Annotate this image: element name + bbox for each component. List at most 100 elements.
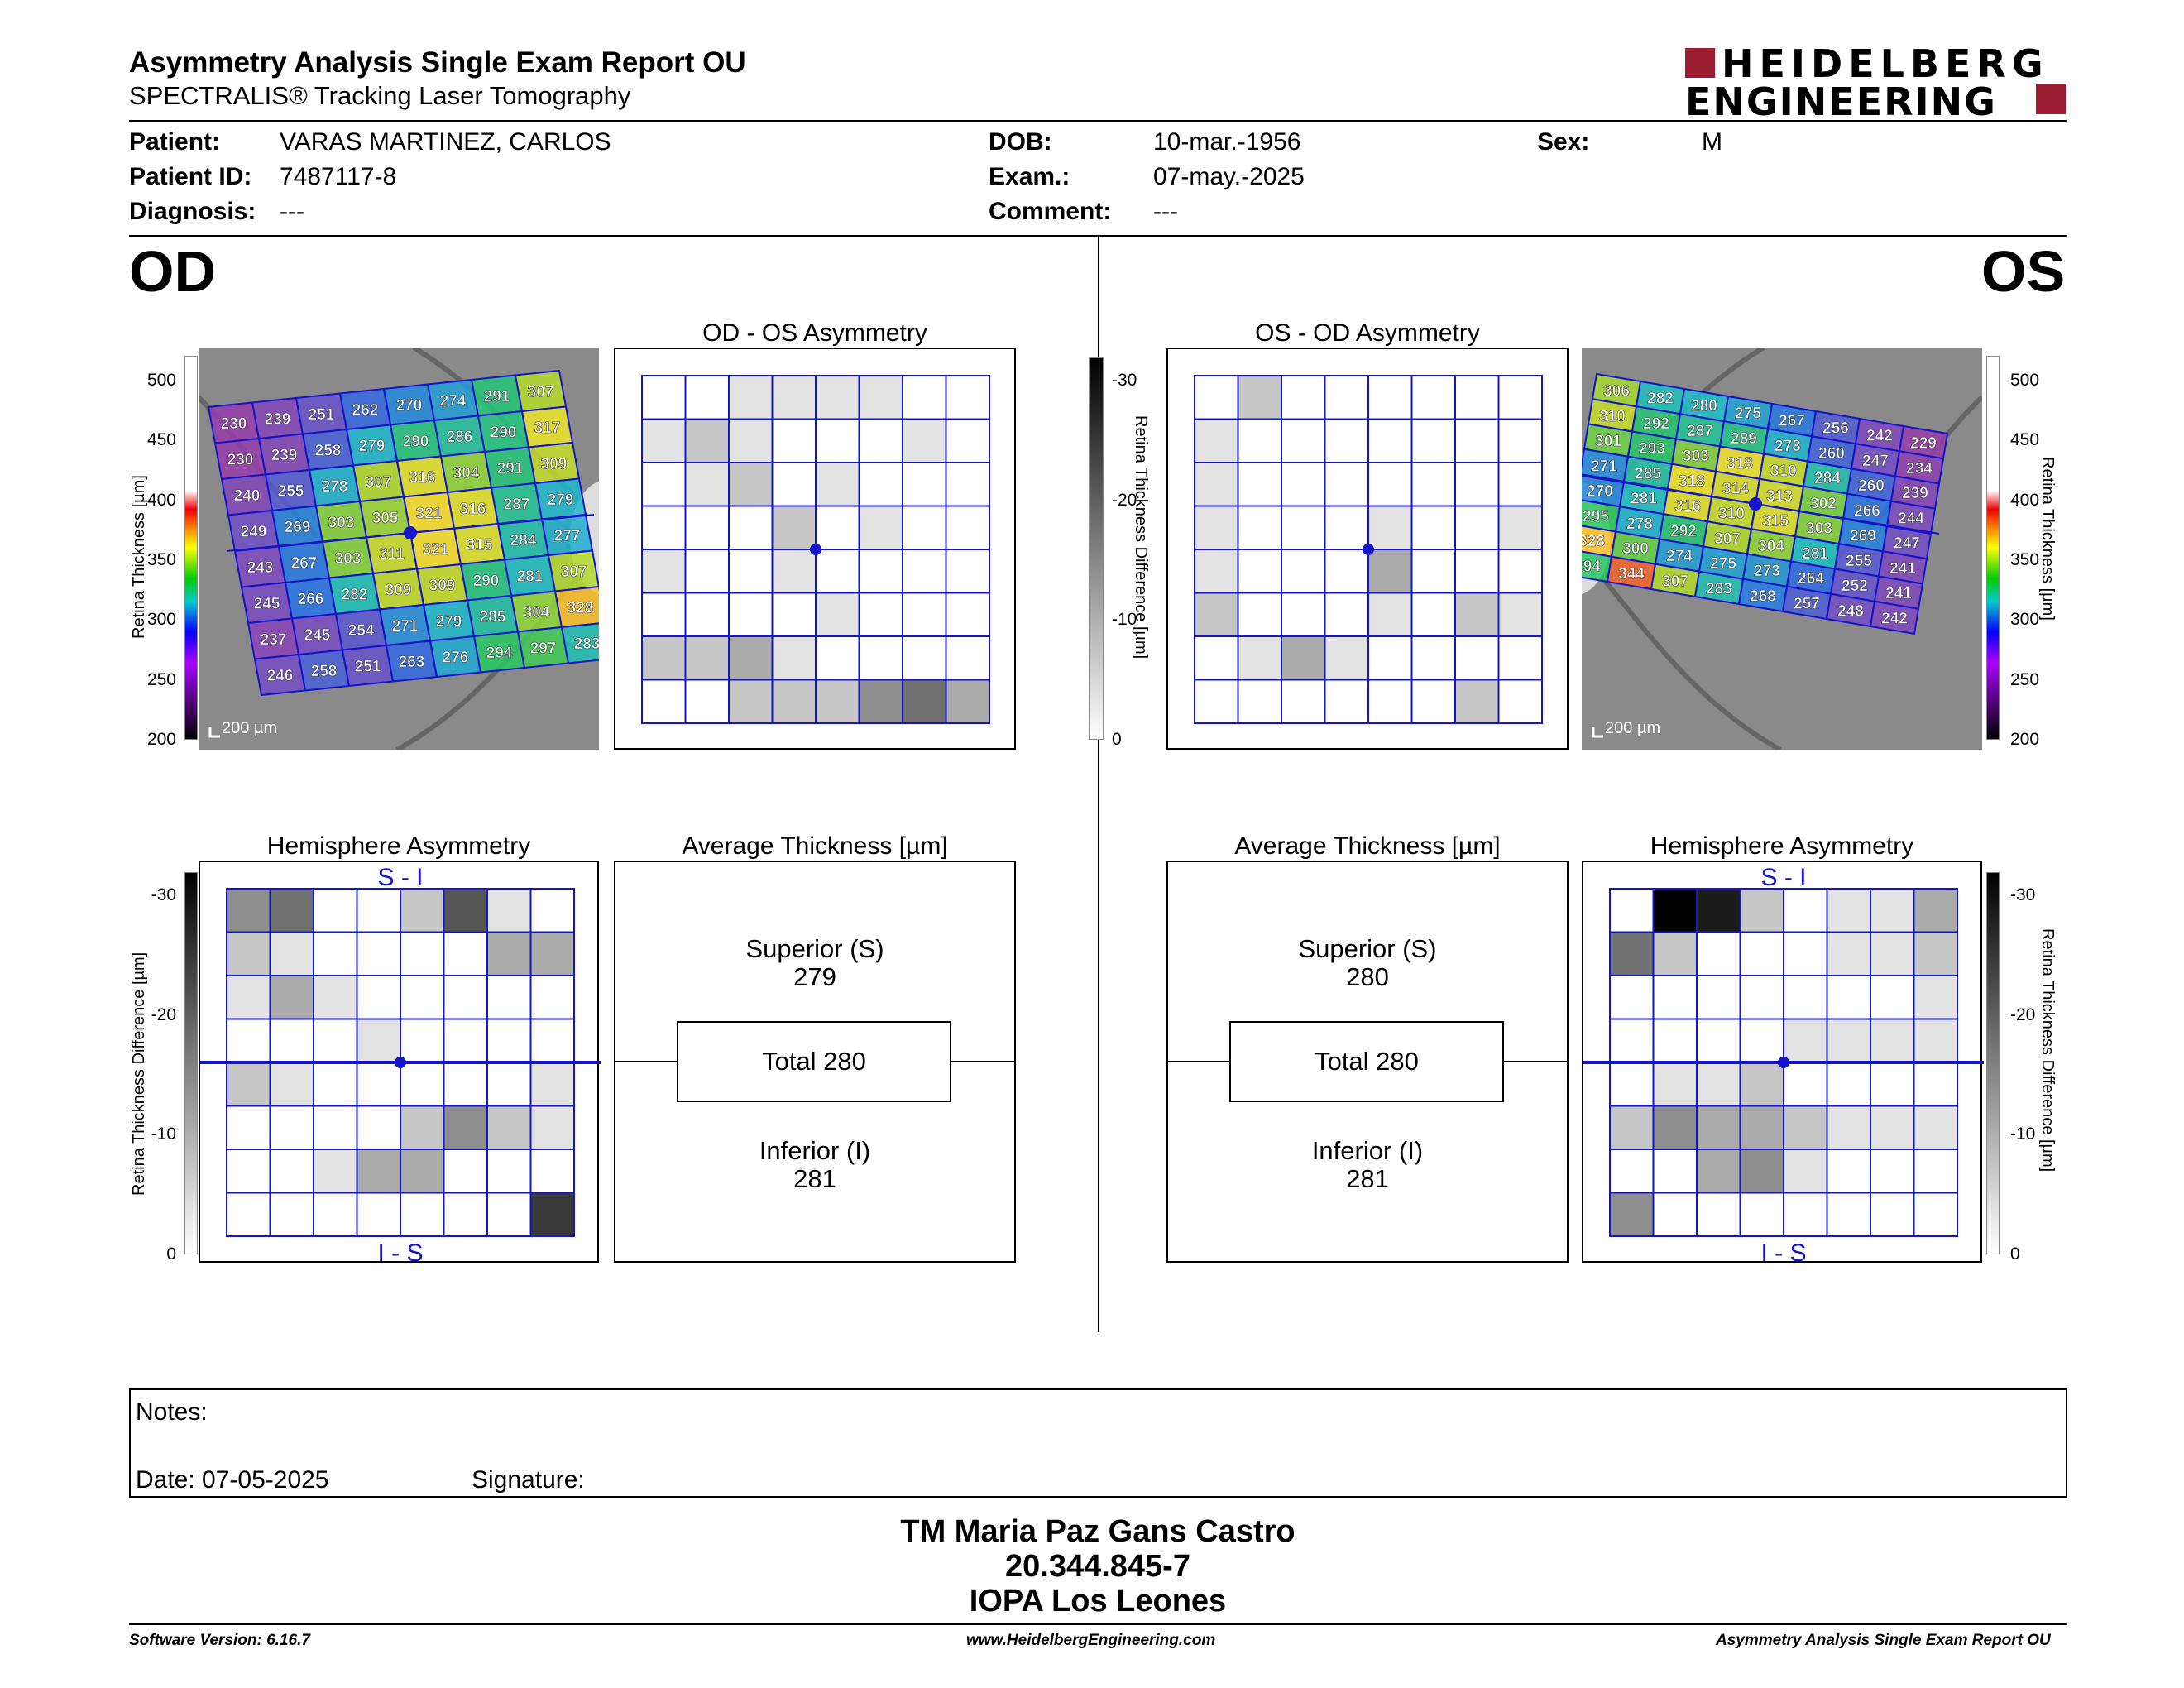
difference-colorbar-top xyxy=(1089,357,1104,740)
difference-cell xyxy=(1237,635,1282,681)
thickness-value: 257 xyxy=(1794,595,1820,612)
thickness-value: 268 xyxy=(1750,587,1776,605)
thickness-value: 242 xyxy=(1881,610,1908,627)
difference-cell xyxy=(1870,1062,1915,1107)
thickness-value: 279 xyxy=(359,438,386,455)
difference-cell xyxy=(1410,505,1456,550)
od-inferior-value: 281 xyxy=(793,1164,836,1193)
difference-cell xyxy=(1652,931,1698,976)
thickness-value: 311 xyxy=(379,546,405,563)
difference-cell xyxy=(1237,549,1282,594)
difference-cell xyxy=(356,1192,401,1237)
difference-cell xyxy=(1696,1062,1741,1107)
difference-cell xyxy=(728,679,774,724)
thickness-value: 243 xyxy=(247,559,274,577)
thickness-cell xyxy=(1869,600,1920,635)
difference-cell xyxy=(486,1062,532,1107)
difference-cell xyxy=(902,549,947,594)
difference-cell xyxy=(728,549,774,594)
thickness-value: 276 xyxy=(443,650,469,667)
thickness-value: 260 xyxy=(1818,445,1845,463)
thickness-value: 290 xyxy=(491,424,517,442)
difference-cell xyxy=(226,1192,271,1237)
difference-cell xyxy=(1367,549,1413,594)
thickness-value: 318 xyxy=(1679,472,1705,490)
difference-cell xyxy=(858,418,903,463)
difference-cell xyxy=(1281,635,1326,681)
difference-cell xyxy=(1410,549,1456,594)
difference-cell xyxy=(1194,679,1239,724)
os-total-box: Total 280 xyxy=(1229,1021,1504,1102)
difference-cell xyxy=(1281,462,1326,507)
difference-cell xyxy=(1609,975,1655,1020)
difference-cell xyxy=(1281,549,1326,594)
thickness-tick: 250 xyxy=(2010,669,2040,689)
website-link[interactable]: www.HeidelbergEngineering.com xyxy=(966,1632,1216,1649)
difference-tick: -30 xyxy=(1112,371,1138,390)
difference-cell xyxy=(945,635,990,681)
difference-cell xyxy=(1739,1062,1784,1107)
thickness-value: 282 xyxy=(1647,391,1674,408)
os-hemi-colorbar xyxy=(1986,872,2000,1254)
difference-cell xyxy=(1696,975,1741,1020)
difference-cell xyxy=(945,505,990,550)
difference-cell xyxy=(226,888,271,933)
thickness-value: 321 xyxy=(416,506,443,523)
difference-cell xyxy=(1739,1105,1784,1150)
os-hemisphere-title: Hemisphere Asymmetry xyxy=(1650,832,1914,860)
thickness-value: 278 xyxy=(1626,516,1653,533)
difference-cell xyxy=(1281,679,1326,724)
difference-cell xyxy=(400,1018,445,1063)
thickness-value: 282 xyxy=(342,587,368,604)
difference-cell xyxy=(1739,931,1784,976)
difference-cell xyxy=(1652,888,1698,933)
thickness-value: 316 xyxy=(410,469,436,487)
thickness-value: 307 xyxy=(561,563,587,581)
thickness-tick: 450 xyxy=(146,430,176,450)
difference-cell xyxy=(1870,1149,1915,1194)
thickness-value: 245 xyxy=(304,627,331,645)
difference-cell xyxy=(269,975,314,1020)
difference-cell xyxy=(902,592,947,637)
difference-cell xyxy=(1237,462,1282,507)
thickness-tick: 500 xyxy=(146,371,176,390)
fovea-center xyxy=(1749,497,1762,511)
difference-cell xyxy=(641,679,687,724)
difference-cell xyxy=(1609,888,1655,933)
difference-cell xyxy=(771,679,817,724)
patient-divider xyxy=(129,235,2067,237)
patient-id: 7487117-8 xyxy=(280,163,397,190)
difference-cell xyxy=(356,931,401,976)
thickness-value: 292 xyxy=(1670,523,1697,540)
difference-cell xyxy=(902,375,947,420)
difference-cell xyxy=(269,1018,314,1063)
difference-cell xyxy=(815,505,860,550)
notes-box[interactable] xyxy=(129,1388,2067,1498)
thickness-value: 278 xyxy=(322,478,348,496)
difference-cell xyxy=(1410,592,1456,637)
thickness-value: 279 xyxy=(436,613,462,631)
thickness-value: 260 xyxy=(1858,477,1885,495)
thickness-value: 281 xyxy=(1631,491,1657,508)
s-i-label: S - I xyxy=(377,864,423,891)
sex-label: Sex: xyxy=(1537,128,1590,156)
difference-cell xyxy=(443,1149,488,1194)
difference-cell xyxy=(1497,462,1543,507)
difference-cell xyxy=(1783,1149,1828,1194)
thickness-value: 304 xyxy=(1758,538,1784,555)
difference-cell xyxy=(356,975,401,1020)
difference-cell xyxy=(400,1105,445,1150)
thickness-tick: 300 xyxy=(146,610,176,630)
logo-red-square-bottom xyxy=(2036,84,2066,114)
thickness-tick: 250 xyxy=(146,669,176,689)
difference-cell xyxy=(1739,1018,1784,1063)
difference-cell xyxy=(1324,592,1369,637)
difference-cell xyxy=(1454,592,1500,637)
difference-cell xyxy=(1913,1062,1958,1107)
difference-cell xyxy=(1410,375,1456,420)
difference-cell xyxy=(1652,1105,1698,1150)
difference-scale-label-top: Retina Thickness Difference [µm] xyxy=(1132,415,1150,659)
dob: 10-mar.-1956 xyxy=(1153,128,1301,156)
difference-cell xyxy=(858,549,903,594)
signer-institution: IOPA Los Leones xyxy=(969,1584,1227,1618)
